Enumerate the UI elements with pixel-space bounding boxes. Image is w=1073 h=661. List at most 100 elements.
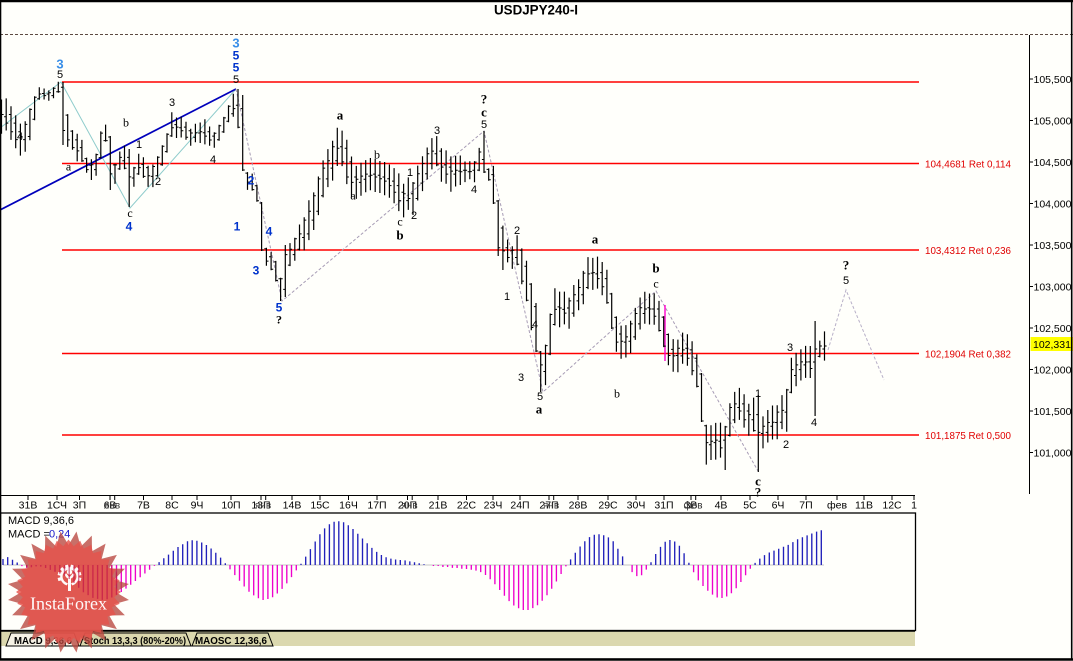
svg-text:1: 1 bbox=[234, 219, 241, 233]
svg-text:3: 3 bbox=[787, 342, 793, 354]
svg-text:13П: 13П bbox=[251, 500, 270, 512]
svg-text:2: 2 bbox=[783, 439, 789, 451]
svg-text:104,000: 104,000 bbox=[1034, 198, 1072, 210]
svg-text:31П: 31П bbox=[654, 500, 673, 512]
svg-text:4: 4 bbox=[17, 131, 23, 143]
svg-text:22С: 22С bbox=[457, 500, 477, 512]
svg-text:6В: 6В bbox=[104, 500, 117, 512]
svg-text:1: 1 bbox=[755, 388, 761, 400]
svg-text:5: 5 bbox=[537, 391, 543, 403]
svg-text:20П: 20П bbox=[398, 500, 417, 512]
svg-text:c: c bbox=[755, 474, 761, 489]
svg-text:4: 4 bbox=[471, 184, 477, 196]
svg-text:105,500: 105,500 bbox=[1034, 74, 1072, 86]
svg-text:3: 3 bbox=[253, 263, 260, 277]
svg-text:?: ? bbox=[755, 485, 762, 500]
svg-text:4: 4 bbox=[811, 417, 817, 429]
svg-text:104,4681 Ret 0,114: 104,4681 Ret 0,114 bbox=[925, 158, 1011, 170]
svg-text:101,500: 101,500 bbox=[1034, 406, 1072, 418]
svg-text:30Ч: 30Ч bbox=[627, 500, 646, 512]
svg-text:9Ч: 9Ч bbox=[191, 500, 204, 512]
svg-text:4В: 4В bbox=[715, 500, 728, 512]
svg-text:4: 4 bbox=[532, 319, 538, 331]
svg-text:фев: фев bbox=[827, 500, 847, 512]
svg-text:?: ? bbox=[276, 312, 282, 326]
svg-text:103,000: 103,000 bbox=[1034, 281, 1072, 293]
svg-text:7П: 7П bbox=[799, 500, 812, 512]
svg-text:1СЧ: 1СЧ bbox=[47, 500, 67, 512]
svg-text:1: 1 bbox=[136, 139, 142, 151]
svg-text:a: a bbox=[350, 188, 356, 202]
svg-text:янв: янв bbox=[104, 501, 120, 512]
svg-text:MAOSC 12,36,6: MAOSC 12,36,6 bbox=[195, 635, 267, 647]
svg-text:12С: 12С bbox=[882, 500, 902, 512]
svg-text:15С: 15С bbox=[310, 500, 330, 512]
svg-text:5: 5 bbox=[233, 60, 240, 74]
svg-text:28В: 28В bbox=[569, 500, 588, 512]
svg-text:b: b bbox=[396, 228, 403, 243]
svg-text:16Ч: 16Ч bbox=[339, 500, 358, 512]
svg-text:2: 2 bbox=[411, 210, 417, 222]
svg-text:4: 4 bbox=[126, 219, 133, 233]
svg-text:1: 1 bbox=[504, 291, 510, 303]
svg-text:a: a bbox=[66, 159, 72, 173]
svg-text:5С: 5С bbox=[743, 500, 757, 512]
svg-text:5: 5 bbox=[843, 275, 849, 287]
svg-text:USDJPY240-I: USDJPY240-I bbox=[494, 3, 578, 18]
svg-text:102,000: 102,000 bbox=[1034, 364, 1072, 376]
svg-text:b: b bbox=[652, 261, 659, 276]
svg-text:23Ч: 23Ч bbox=[484, 500, 503, 512]
svg-text:янв: янв bbox=[255, 501, 271, 512]
svg-text:Stoch 13,3,3 (80%-20%): Stoch 13,3,3 (80%-20%) bbox=[84, 635, 186, 647]
svg-text:1: 1 bbox=[911, 500, 917, 512]
svg-text:103,4312 Ret 0,236: 103,4312 Ret 0,236 bbox=[925, 245, 1011, 257]
svg-text:InstaForex: InstaForex bbox=[30, 594, 107, 614]
svg-text:11В: 11В bbox=[855, 500, 873, 512]
svg-text:3: 3 bbox=[169, 97, 175, 109]
svg-text:a: a bbox=[337, 108, 344, 123]
svg-text:101,1875 Ret 0,500: 101,1875 Ret 0,500 bbox=[925, 430, 1011, 442]
svg-text:b: b bbox=[374, 147, 380, 161]
svg-text:5: 5 bbox=[233, 48, 240, 62]
svg-text:c: c bbox=[653, 276, 658, 290]
svg-text:5: 5 bbox=[233, 74, 239, 86]
svg-text:27П: 27П bbox=[539, 500, 558, 512]
svg-text:21В: 21В bbox=[429, 500, 448, 512]
svg-text:MACD =: MACD = bbox=[8, 529, 50, 541]
svg-text:a: a bbox=[536, 402, 543, 417]
svg-text:2: 2 bbox=[155, 176, 161, 188]
svg-text:3: 3 bbox=[434, 125, 440, 137]
svg-text:2: 2 bbox=[514, 225, 520, 237]
svg-text:104,500: 104,500 bbox=[1034, 157, 1072, 169]
svg-text:102,331: 102,331 bbox=[1033, 339, 1071, 351]
svg-text:17П: 17П bbox=[367, 500, 386, 512]
svg-text:c: c bbox=[481, 105, 487, 120]
svg-text:3: 3 bbox=[56, 57, 63, 72]
svg-text:MACD 9,36,6: MACD 9,36,6 bbox=[8, 515, 74, 527]
svg-text:7В: 7В bbox=[137, 500, 150, 512]
svg-text:14В: 14В bbox=[283, 500, 302, 512]
svg-text:1: 1 bbox=[407, 167, 413, 179]
svg-text:24П: 24П bbox=[510, 500, 529, 512]
svg-text:8С: 8С bbox=[165, 500, 179, 512]
svg-text:102,500: 102,500 bbox=[1034, 323, 1072, 335]
svg-text:2: 2 bbox=[248, 173, 255, 187]
svg-text:3: 3 bbox=[232, 36, 239, 51]
svg-text:3П: 3П bbox=[73, 500, 86, 512]
svg-text:c: c bbox=[397, 214, 402, 228]
svg-text:b: b bbox=[614, 386, 620, 400]
svg-text:5: 5 bbox=[276, 300, 283, 314]
svg-text:5: 5 bbox=[57, 69, 63, 81]
svg-text:4: 4 bbox=[266, 224, 273, 238]
svg-text:101,000: 101,000 bbox=[1034, 447, 1072, 459]
svg-text:10П: 10П bbox=[221, 500, 240, 512]
svg-text:3В: 3В bbox=[685, 500, 698, 512]
svg-text:31В: 31В bbox=[19, 500, 38, 512]
svg-text:?: ? bbox=[481, 92, 488, 107]
svg-text:c: c bbox=[127, 206, 132, 220]
svg-text:29С: 29С bbox=[598, 500, 618, 512]
svg-text:?: ? bbox=[843, 258, 850, 273]
svg-text:5: 5 bbox=[481, 119, 487, 131]
svg-text:фев: фев bbox=[683, 500, 702, 512]
svg-text:янв: янв bbox=[401, 501, 417, 512]
